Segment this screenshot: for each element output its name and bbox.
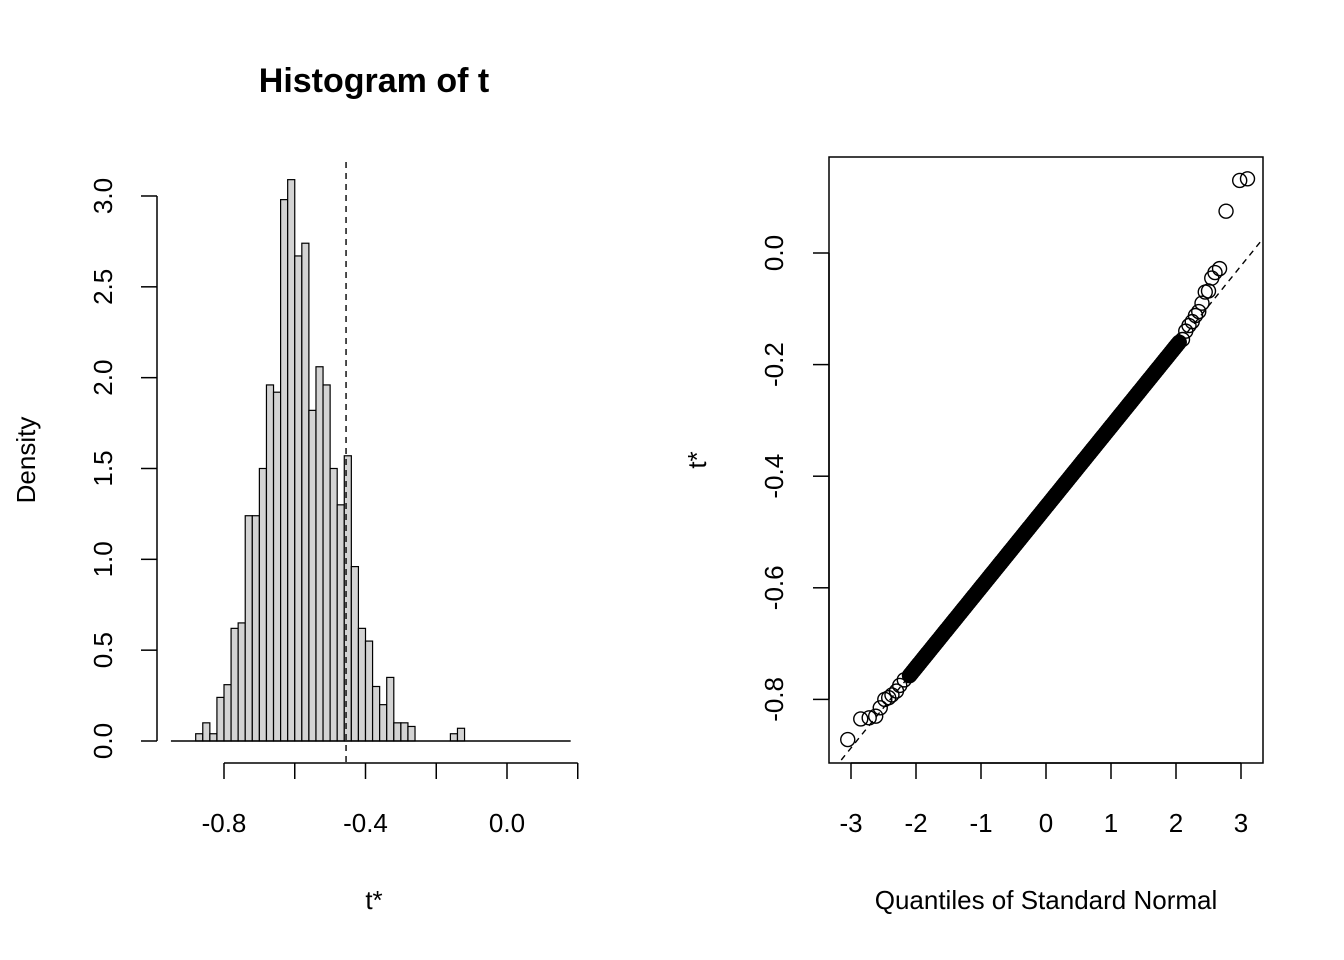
- qq-y-tick-label: -0.8: [759, 677, 789, 722]
- histogram-bar: [336, 504, 345, 742]
- histogram-bar: [223, 684, 232, 742]
- qq-point: [1207, 264, 1223, 281]
- histogram-x-tick-label: 0.0: [489, 808, 525, 838]
- qq-point: [1231, 172, 1248, 189]
- histogram-bar: [364, 640, 374, 742]
- histogram-bar: [407, 725, 416, 742]
- qq-plot-box: [828, 156, 1264, 764]
- histogram-bar: [287, 179, 296, 742]
- qq-point: [1191, 303, 1207, 320]
- qq-point: [840, 731, 856, 748]
- histogram-bar: [329, 467, 338, 742]
- histogram-y-tick-label: 3.0: [88, 178, 118, 214]
- histogram-bar: [386, 676, 395, 742]
- histogram-panel: Histogram of t t* Density -0.8 -0.4 0.0 0.0…: [11, 62, 579, 915]
- histogram-bar: [280, 199, 289, 742]
- histogram-x-tick-label: -0.8: [202, 808, 247, 838]
- histogram-axes: -0.8 -0.4 0.0 0.0 0.5 1.0 1.5 2.0 2.5 3.0: [88, 162, 579, 838]
- histogram-bar: [449, 733, 459, 742]
- qq-point: [853, 711, 869, 727]
- histogram-bar: [315, 366, 324, 742]
- histogram-bar: [237, 622, 246, 742]
- qq-y-tick-label: -0.4: [759, 454, 789, 499]
- histogram-bar: [308, 409, 317, 742]
- histogram-bar: [272, 391, 282, 742]
- histogram-bar: [195, 733, 204, 742]
- qq-x-tick-label: 0: [1039, 808, 1053, 838]
- qq-x-tick-label: 1: [1104, 808, 1118, 838]
- qq-y-axis-label: t*: [682, 451, 712, 468]
- qq-point: [861, 710, 877, 726]
- qq-x-tick-label: -3: [839, 808, 862, 838]
- histogram-bar: [456, 727, 466, 742]
- qq-plot-panel: Quantiles of Standard Normal t* -3 -2 -1 0 1…: [682, 156, 1264, 915]
- qq-point: [1174, 331, 1191, 348]
- histogram-y-tick-label: 0.5: [88, 632, 118, 668]
- qq-point: [1211, 260, 1228, 277]
- histogram-y-tick-label: 1.5: [88, 450, 118, 486]
- histogram-bar: [343, 455, 352, 742]
- histogram-bar: [393, 722, 402, 742]
- qq-point: [892, 677, 908, 694]
- qq-y-tick-label: -0.6: [759, 565, 789, 610]
- qq-point: [884, 687, 900, 703]
- histogram-bars: [195, 179, 466, 742]
- histogram-title: Histogram of t: [259, 62, 489, 100]
- histogram-bar: [400, 722, 409, 742]
- qq-x-tick-label: 2: [1169, 808, 1183, 838]
- histogram-bar: [357, 627, 367, 742]
- histogram-y-tick-label: 2.5: [88, 269, 118, 305]
- histogram-bar: [230, 627, 239, 742]
- qq-axes: -3 -2 -1 0 1 2 3 -0.8 -0.6 -0.4 -0.2 0.0: [759, 235, 1262, 838]
- histogram-bar: [258, 467, 268, 742]
- histogram-bar: [265, 384, 275, 742]
- qq-point: [1187, 307, 1204, 324]
- qq-x-axis-label: Quantiles of Standard Normal: [875, 885, 1218, 915]
- histogram-bar: [216, 696, 225, 742]
- histogram-bar: [209, 733, 218, 742]
- qq-y-tick-label: 0.0: [759, 235, 789, 271]
- histogram-y-axis-label: Density: [11, 417, 41, 504]
- histogram-bar: [350, 565, 360, 742]
- histogram-bar: [379, 704, 388, 742]
- histogram-bar: [244, 515, 253, 742]
- histogram-x-axis-label: t*: [365, 885, 382, 915]
- histogram-bar: [294, 255, 303, 742]
- histogram-bar: [322, 384, 331, 742]
- histogram-y-tick-label: 0.0: [88, 723, 118, 759]
- histogram-bar: [301, 242, 310, 742]
- qq-point: [868, 708, 884, 724]
- histogram-x-tick-label: -0.4: [343, 808, 388, 838]
- qq-point: [1194, 295, 1210, 311]
- qq-point: [872, 700, 888, 716]
- qq-x-tick-label: -2: [904, 808, 927, 838]
- histogram-bar: [202, 722, 211, 742]
- histogram-bar: [371, 685, 381, 742]
- qq-point: [896, 672, 912, 688]
- qq-points: [840, 171, 1256, 748]
- qq-x-tick-label: -1: [969, 808, 992, 838]
- qq-point: [1218, 203, 1234, 219]
- histogram-bar: [251, 515, 260, 742]
- histogram-y-tick-label: 1.0: [88, 541, 118, 577]
- qq-x-tick-label: 3: [1234, 808, 1248, 838]
- histogram-y-tick-label: 2.0: [88, 360, 118, 396]
- qq-point: [1239, 171, 1256, 187]
- qq-y-tick-label: -0.2: [759, 342, 789, 387]
